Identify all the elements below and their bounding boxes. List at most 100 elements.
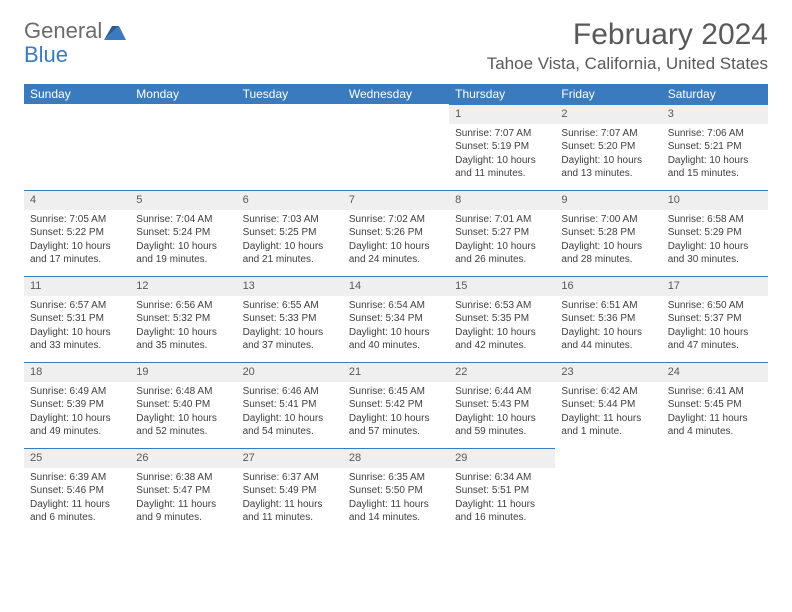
sunrise-text: Sunrise: 6:37 AM [243,471,337,485]
day-number: 4 [24,190,130,210]
day-number: 17 [662,276,768,296]
sunset-text: Sunset: 5:24 PM [136,226,230,240]
daylight-line2: and 16 minutes. [455,511,549,525]
daylight-line1: Daylight: 10 hours [30,412,124,426]
sunrise-text: Sunrise: 6:35 AM [349,471,443,485]
day-content: Sunrise: 6:49 AMSunset: 5:39 PMDaylight:… [24,382,130,443]
calendar-day-cell: 12Sunrise: 6:56 AMSunset: 5:32 PMDayligh… [130,276,236,362]
header: General February 2024 Tahoe Vista, Calif… [24,18,768,74]
daylight-line1: Daylight: 10 hours [30,326,124,340]
daylight-line1: Daylight: 10 hours [561,154,655,168]
daylight-line2: and 1 minute. [561,425,655,439]
calendar-week-row: 11Sunrise: 6:57 AMSunset: 5:31 PMDayligh… [24,276,768,362]
sunset-text: Sunset: 5:25 PM [243,226,337,240]
sunrise-text: Sunrise: 6:45 AM [349,385,443,399]
calendar-week-row: ........1Sunrise: 7:07 AMSunset: 5:19 PM… [24,104,768,190]
sunset-text: Sunset: 5:21 PM [668,140,762,154]
daylight-line2: and 47 minutes. [668,339,762,353]
daylight-line1: Daylight: 10 hours [243,412,337,426]
day-number: 15 [449,276,555,296]
daylight-line1: Daylight: 10 hours [561,326,655,340]
day-content: Sunrise: 6:45 AMSunset: 5:42 PMDaylight:… [343,382,449,443]
daylight-line2: and 54 minutes. [243,425,337,439]
sunset-text: Sunset: 5:32 PM [136,312,230,326]
calendar-table: Sunday Monday Tuesday Wednesday Thursday… [24,84,768,534]
day-content: Sunrise: 6:55 AMSunset: 5:33 PMDaylight:… [237,296,343,357]
sunset-text: Sunset: 5:27 PM [455,226,549,240]
sunset-text: Sunset: 5:34 PM [349,312,443,326]
calendar-day-cell: 13Sunrise: 6:55 AMSunset: 5:33 PMDayligh… [237,276,343,362]
sunrise-text: Sunrise: 7:07 AM [455,127,549,141]
daylight-line2: and 26 minutes. [455,253,549,267]
day-content: Sunrise: 7:04 AMSunset: 5:24 PMDaylight:… [130,210,236,271]
sunset-text: Sunset: 5:45 PM [668,398,762,412]
calendar-day-cell: .. [662,448,768,534]
daylight-line1: Daylight: 11 hours [30,498,124,512]
sunrise-text: Sunrise: 6:48 AM [136,385,230,399]
daylight-line2: and 52 minutes. [136,425,230,439]
sunrise-text: Sunrise: 6:56 AM [136,299,230,313]
daylight-line1: Daylight: 10 hours [30,240,124,254]
month-title: February 2024 [487,18,768,52]
day-content: Sunrise: 6:34 AMSunset: 5:51 PMDaylight:… [449,468,555,529]
daylight-line1: Daylight: 11 hours [668,412,762,426]
calendar-day-cell: 23Sunrise: 6:42 AMSunset: 5:44 PMDayligh… [555,362,661,448]
day-content: Sunrise: 6:39 AMSunset: 5:46 PMDaylight:… [24,468,130,529]
daylight-line2: and 4 minutes. [668,425,762,439]
sunset-text: Sunset: 5:49 PM [243,484,337,498]
day-content: Sunrise: 6:50 AMSunset: 5:37 PMDaylight:… [662,296,768,357]
calendar-week-row: 4Sunrise: 7:05 AMSunset: 5:22 PMDaylight… [24,190,768,276]
daylight-line2: and 40 minutes. [349,339,443,353]
col-tuesday: Tuesday [237,84,343,104]
col-friday: Friday [555,84,661,104]
day-number: 26 [130,448,236,468]
daylight-line2: and 57 minutes. [349,425,443,439]
daylight-line1: Daylight: 11 hours [455,498,549,512]
sunset-text: Sunset: 5:35 PM [455,312,549,326]
calendar-day-cell: 25Sunrise: 6:39 AMSunset: 5:46 PMDayligh… [24,448,130,534]
daylight-line2: and 19 minutes. [136,253,230,267]
day-number: 3 [662,104,768,124]
calendar-day-cell: 8Sunrise: 7:01 AMSunset: 5:27 PMDaylight… [449,190,555,276]
calendar-day-cell: 20Sunrise: 6:46 AMSunset: 5:41 PMDayligh… [237,362,343,448]
calendar-day-cell: 4Sunrise: 7:05 AMSunset: 5:22 PMDaylight… [24,190,130,276]
calendar-day-cell: 1Sunrise: 7:07 AMSunset: 5:19 PMDaylight… [449,104,555,190]
sunset-text: Sunset: 5:19 PM [455,140,549,154]
day-content: Sunrise: 7:07 AMSunset: 5:19 PMDaylight:… [449,124,555,185]
calendar-day-cell: 24Sunrise: 6:41 AMSunset: 5:45 PMDayligh… [662,362,768,448]
sunrise-text: Sunrise: 7:02 AM [349,213,443,227]
daylight-line1: Daylight: 10 hours [668,240,762,254]
day-content: Sunrise: 6:57 AMSunset: 5:31 PMDaylight:… [24,296,130,357]
day-content: Sunrise: 7:05 AMSunset: 5:22 PMDaylight:… [24,210,130,271]
daylight-line2: and 13 minutes. [561,167,655,181]
logo-triangle-icon [104,24,126,40]
calendar-day-cell: 2Sunrise: 7:07 AMSunset: 5:20 PMDaylight… [555,104,661,190]
day-number: 19 [130,362,236,382]
sunrise-text: Sunrise: 6:39 AM [30,471,124,485]
day-number: 28 [343,448,449,468]
day-number: 29 [449,448,555,468]
day-number: 2 [555,104,661,124]
day-number: 10 [662,190,768,210]
sunset-text: Sunset: 5:22 PM [30,226,124,240]
weekday-header-row: Sunday Monday Tuesday Wednesday Thursday… [24,84,768,104]
daylight-line1: Daylight: 10 hours [349,326,443,340]
day-number: 22 [449,362,555,382]
day-number: 21 [343,362,449,382]
calendar-day-cell: 9Sunrise: 7:00 AMSunset: 5:28 PMDaylight… [555,190,661,276]
day-content: Sunrise: 7:00 AMSunset: 5:28 PMDaylight:… [555,210,661,271]
sunrise-text: Sunrise: 6:34 AM [455,471,549,485]
sunset-text: Sunset: 5:29 PM [668,226,762,240]
logo: General [24,18,126,44]
daylight-line2: and 14 minutes. [349,511,443,525]
daylight-line1: Daylight: 10 hours [455,240,549,254]
sunrise-text: Sunrise: 6:41 AM [668,385,762,399]
daylight-line2: and 15 minutes. [668,167,762,181]
sunrise-text: Sunrise: 7:00 AM [561,213,655,227]
sunrise-text: Sunrise: 6:44 AM [455,385,549,399]
sunset-text: Sunset: 5:50 PM [349,484,443,498]
sunset-text: Sunset: 5:41 PM [243,398,337,412]
calendar-day-cell: .. [555,448,661,534]
sunset-text: Sunset: 5:40 PM [136,398,230,412]
day-number: 9 [555,190,661,210]
